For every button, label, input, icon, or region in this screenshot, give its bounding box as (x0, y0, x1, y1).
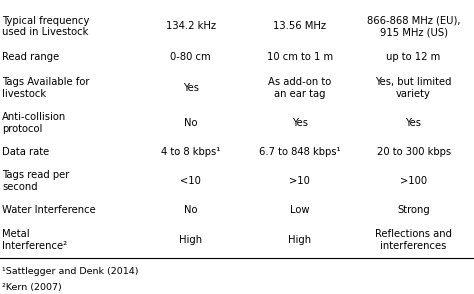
Text: As add-on to
an ear tag: As add-on to an ear tag (268, 77, 331, 99)
Text: 10 cm to 1 m: 10 cm to 1 m (267, 51, 333, 61)
Text: Yes: Yes (183, 83, 199, 93)
Text: Strong: Strong (397, 205, 430, 215)
Text: Read range: Read range (2, 51, 60, 61)
Text: Tags Available for
livestock: Tags Available for livestock (2, 77, 90, 99)
Text: 0-80 cm: 0-80 cm (171, 51, 211, 61)
Text: ¹Sattlegger and Denk (2014): ¹Sattlegger and Denk (2014) (2, 267, 139, 275)
Text: Reflections and
interferences: Reflections and interferences (375, 229, 452, 251)
Text: 6.7 to 848 kbps¹: 6.7 to 848 kbps¹ (259, 147, 340, 157)
Text: Typical frequency
used in Livestock: Typical frequency used in Livestock (2, 16, 90, 37)
Text: 13.56 MHz: 13.56 MHz (273, 21, 326, 31)
Text: up to 12 m: up to 12 m (386, 51, 441, 61)
Text: >100: >100 (400, 176, 427, 186)
Text: ²Kern (2007): ²Kern (2007) (2, 283, 62, 292)
Text: 4 to 8 kbps¹: 4 to 8 kbps¹ (161, 147, 220, 157)
Text: 134.2 kHz: 134.2 kHz (166, 21, 216, 31)
Text: Water Interference: Water Interference (2, 205, 96, 215)
Text: <10: <10 (180, 176, 201, 186)
Text: High: High (179, 235, 202, 245)
Text: Tags read per
second: Tags read per second (2, 170, 70, 192)
Text: Anti-collision
protocol: Anti-collision protocol (2, 112, 67, 134)
Text: Data rate: Data rate (2, 147, 50, 157)
Text: 20 to 300 kbps: 20 to 300 kbps (376, 147, 451, 157)
Text: No: No (184, 118, 198, 128)
Text: Yes: Yes (292, 118, 308, 128)
Text: No: No (184, 205, 198, 215)
Text: High: High (288, 235, 311, 245)
Text: Low: Low (290, 205, 310, 215)
Text: >10: >10 (289, 176, 310, 186)
Text: Metal
Interference²: Metal Interference² (2, 229, 67, 251)
Text: Yes, but limited
variety: Yes, but limited variety (375, 77, 452, 99)
Text: 866-868 MHz (EU),
915 MHz (US): 866-868 MHz (EU), 915 MHz (US) (367, 16, 460, 37)
Text: Yes: Yes (406, 118, 421, 128)
